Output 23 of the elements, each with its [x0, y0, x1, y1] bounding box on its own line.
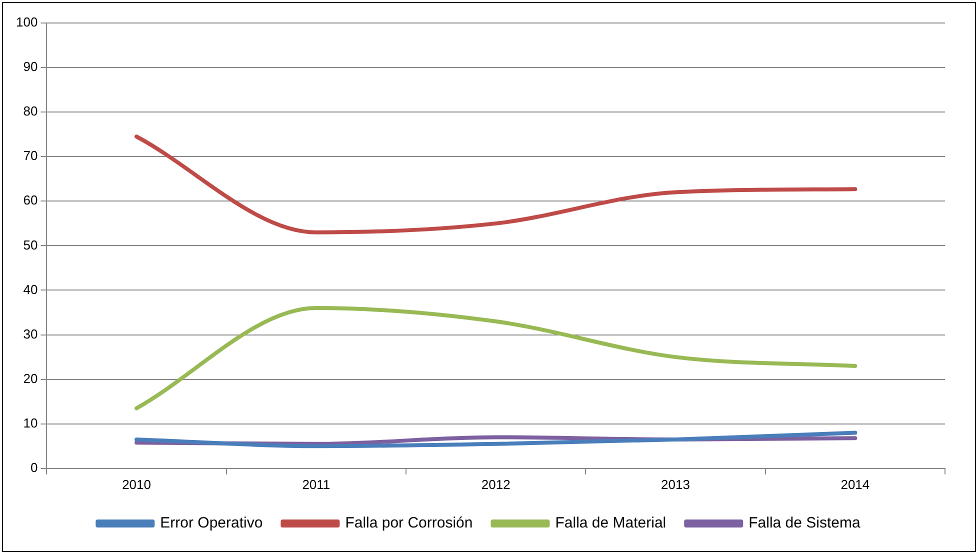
legend-label: Falla de Sistema: [748, 514, 861, 532]
y-tick-label: 90: [23, 59, 38, 74]
y-tick-label: 60: [23, 192, 38, 208]
y-tick-label: 0: [30, 460, 38, 475]
y-tick-label: 40: [23, 282, 38, 297]
legend-label: Falla por Corrosión: [345, 514, 473, 532]
x-tick-label: 2011: [302, 476, 330, 492]
x-tick-label: 2012: [481, 476, 510, 492]
y-tick-label: 50: [23, 237, 38, 252]
y-tick-label: 20: [23, 370, 38, 386]
y-tick-label: 70: [23, 148, 38, 164]
line-series: [134, 134, 858, 234]
line-series: [134, 306, 858, 410]
y-tick-label: 100: [16, 14, 38, 30]
x-tick-label: 2014: [840, 476, 870, 492]
y-tick-label: 10: [23, 415, 38, 430]
x-tick-label: 2013: [661, 476, 690, 492]
y-tick-label: 80: [23, 104, 38, 119]
legend-label: Falla de Material: [555, 514, 666, 532]
line-series: [134, 430, 858, 448]
legend-label: Error Operativo: [160, 514, 263, 532]
x-tick-label: 2010: [122, 476, 151, 492]
y-tick-label: 30: [23, 326, 38, 342]
